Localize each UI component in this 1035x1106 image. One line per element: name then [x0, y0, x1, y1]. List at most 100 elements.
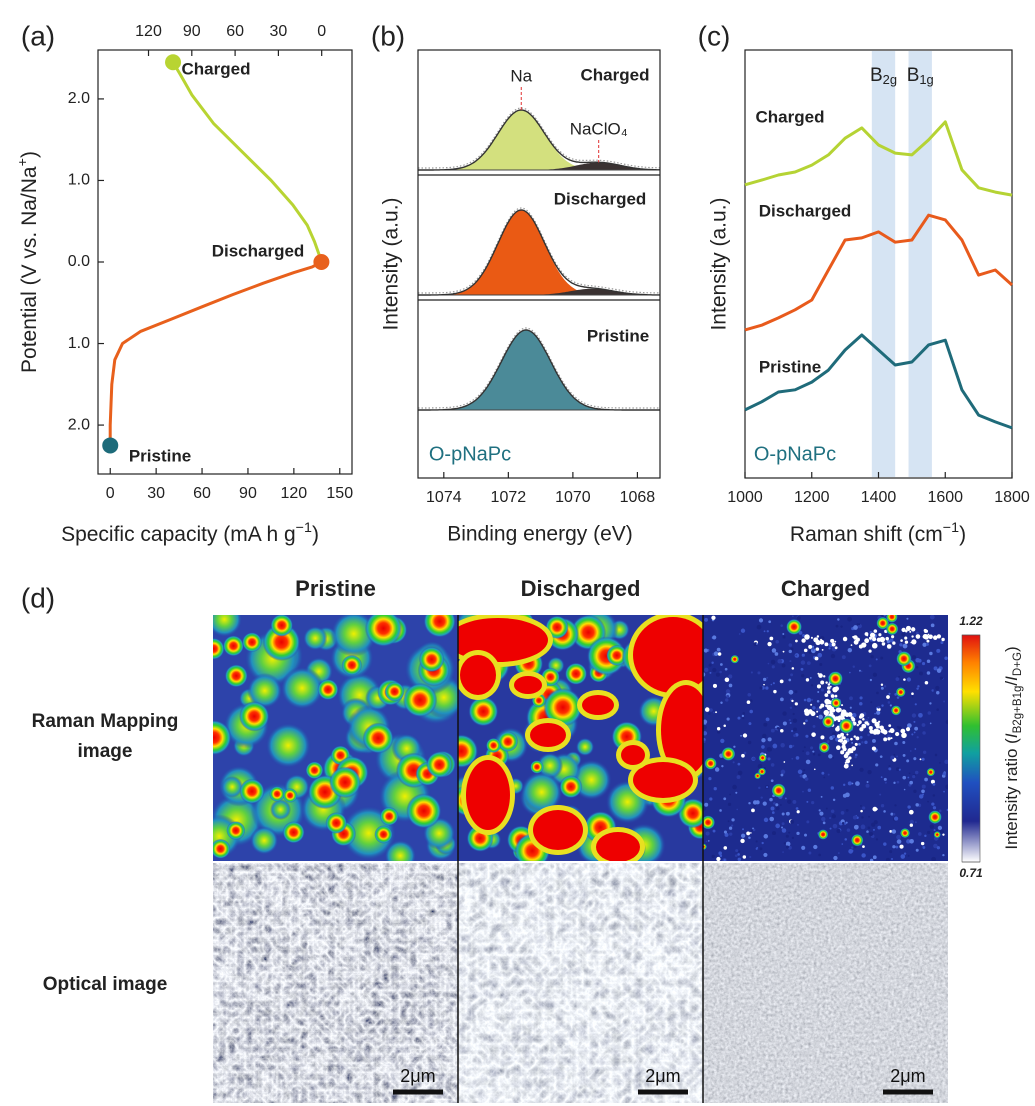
map-speck — [805, 751, 810, 756]
map-speck — [829, 685, 832, 688]
map-speck — [945, 784, 948, 790]
map-speck — [898, 768, 901, 771]
map-speck — [889, 830, 893, 833]
map-speck — [804, 833, 808, 837]
map-speck — [908, 809, 914, 815]
map-speck — [703, 731, 708, 736]
scale-bar-label: 2μm — [890, 1066, 925, 1086]
map-speck — [790, 819, 795, 824]
map-speck — [882, 729, 888, 735]
map-speck — [733, 745, 736, 748]
map-speck — [825, 681, 828, 684]
map-speck — [848, 768, 851, 771]
map-speck — [738, 633, 741, 635]
heat-spot — [265, 722, 312, 769]
map-speck — [794, 702, 798, 706]
map-speck — [737, 857, 742, 861]
map-speck — [821, 816, 826, 822]
heat-spot — [280, 666, 324, 710]
map-speck — [767, 757, 771, 761]
map-speck — [772, 682, 775, 685]
label-part: Potential (V vs. Na/Na — [18, 166, 41, 373]
heat-spot — [270, 798, 292, 821]
map-speck — [909, 750, 912, 752]
map-speck — [827, 686, 831, 690]
state-label: Charged — [182, 59, 251, 78]
map-speck — [834, 694, 838, 698]
map-speck — [845, 809, 849, 812]
x-axis-label: Specific capacity (mA h g−1) — [61, 520, 319, 546]
map-speck — [830, 786, 835, 790]
map-speck — [886, 644, 892, 649]
heat-spot — [329, 766, 361, 799]
map-speck — [868, 664, 872, 668]
raman-map — [213, 615, 458, 861]
map-speck — [858, 720, 862, 725]
map-speck — [785, 845, 789, 849]
y-axis-label: Intensity (a.u.) — [380, 197, 403, 330]
heat-spot — [838, 718, 855, 734]
map-speck — [847, 712, 853, 717]
map-speck — [842, 793, 847, 798]
map-speck — [791, 836, 794, 840]
band — [871, 51, 896, 477]
map-speck — [908, 772, 911, 775]
map-speck — [877, 705, 880, 709]
map-speck — [804, 777, 809, 781]
map-speck — [761, 738, 766, 743]
heat-spot — [896, 650, 912, 667]
map-speck — [796, 831, 800, 836]
optical-image — [213, 863, 458, 1103]
map-speck — [709, 797, 713, 801]
plot-frame — [417, 49, 661, 479]
heat-spot — [830, 697, 842, 709]
map-speck — [911, 692, 914, 696]
map-speck — [816, 684, 822, 689]
map-speck — [943, 700, 946, 703]
map-speck — [780, 743, 785, 748]
map-speck — [803, 698, 807, 702]
map-speck — [782, 635, 786, 639]
map-speck — [740, 628, 746, 633]
map-speck — [714, 767, 720, 772]
map-speck — [903, 852, 907, 855]
map-speck — [842, 716, 844, 719]
map-speck — [891, 857, 894, 860]
map-speck — [741, 714, 745, 718]
map-speck — [831, 734, 836, 739]
heat-spot — [703, 843, 707, 850]
panel-label: (c) — [698, 20, 731, 51]
map-speck — [808, 851, 812, 855]
label-part: ) — [959, 523, 966, 546]
x-axis-label: Binding energy (eV) — [447, 523, 633, 546]
map-speck — [904, 629, 908, 633]
map-speck — [784, 797, 787, 800]
map-speck — [852, 665, 856, 668]
y-axis-label: Potential (V vs. Na/Na+) — [15, 151, 41, 373]
map-speck — [766, 676, 769, 679]
map-speck — [803, 648, 808, 653]
map-speck — [861, 816, 864, 819]
map-speck — [812, 752, 816, 756]
map-speck — [812, 706, 816, 710]
map-speck — [709, 708, 713, 712]
panel-label: (d) — [21, 582, 55, 613]
map-speck — [939, 676, 944, 680]
map-speck — [859, 669, 861, 672]
map-speck — [790, 673, 794, 677]
map-speck — [859, 696, 863, 700]
map-speck — [761, 841, 764, 845]
map-speck — [859, 702, 863, 706]
map-speck — [721, 764, 724, 768]
map-speck — [876, 707, 881, 712]
map-speck — [820, 703, 825, 708]
map-speck — [825, 807, 828, 810]
map-speck — [892, 812, 896, 816]
map-speck — [888, 724, 892, 728]
map-speck — [746, 831, 751, 836]
map-speck — [823, 675, 826, 678]
map-speck — [742, 717, 745, 720]
map-speck — [741, 753, 745, 758]
map-speck — [905, 727, 911, 732]
map-speck — [902, 643, 908, 649]
